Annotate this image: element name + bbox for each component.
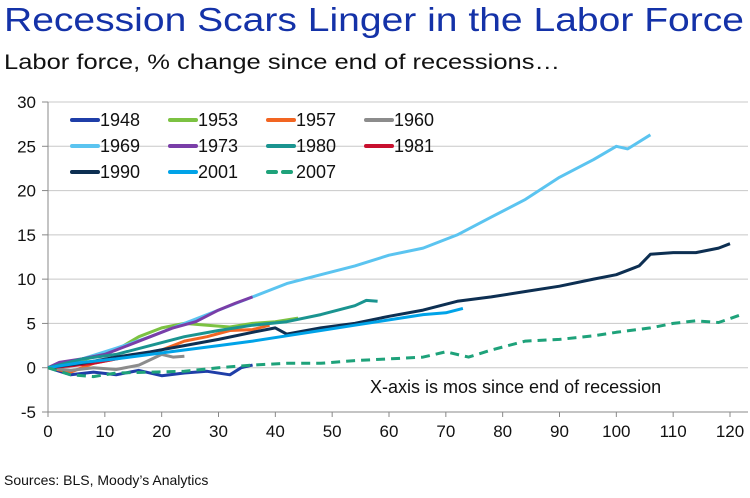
x-tick-label: 80 [493,422,512,441]
y-tick-label: 30 [17,93,36,112]
legend-label-1969: 1969 [100,136,140,156]
source-note: Sources: BLS, Moody’s Analytics [4,472,208,488]
legend-label-1990: 1990 [100,162,140,182]
series-line-1960 [47,352,185,372]
legend-label-1973: 1973 [198,136,238,156]
legend-label-1981: 1981 [394,136,434,156]
legend-label-1953: 1953 [198,110,238,130]
x-tick-label: 20 [152,422,171,441]
x-tick-label: 0 [43,422,52,441]
series-line-1990 [47,242,731,370]
y-tick-label: 20 [17,182,36,201]
x-tick-label: 10 [95,422,114,441]
legend-label-1957: 1957 [296,110,336,130]
y-tick-label: -5 [21,403,36,422]
legend-label-1980: 1980 [296,136,336,156]
x-tick-label: 50 [323,422,342,441]
series-line-1980 [47,298,378,370]
y-tick-label: 5 [27,314,36,333]
legend-label-2007: 2007 [296,162,336,182]
y-tick-label: 10 [17,270,36,289]
y-tick-label: 25 [17,137,36,156]
x-tick-label: 30 [209,422,228,441]
legend-label-1948: 1948 [100,110,140,130]
legend-label-1960: 1960 [394,110,434,130]
y-tick-label: 15 [17,226,36,245]
chart-subtitle: Labor force, % change since end of reces… [4,51,560,74]
x-tick-label: 90 [550,422,569,441]
series-line-2001 [47,306,464,370]
annotation: X-axis is mos since end of recession [370,377,661,397]
legend-label-2001: 2001 [198,162,238,182]
series-line-2007 [47,313,742,379]
chart-title: Recession Scars Linger in the Labor Forc… [4,1,744,38]
x-tick-label: 60 [380,422,399,441]
x-tick-label: 120 [716,422,744,441]
y-tick-label: 0 [27,359,36,378]
x-tick-label: 70 [436,422,455,441]
x-tick-label: 100 [602,422,630,441]
series-line-1948 [47,363,253,378]
x-tick-label: 110 [660,422,687,441]
x-tick-label: 40 [266,422,285,441]
